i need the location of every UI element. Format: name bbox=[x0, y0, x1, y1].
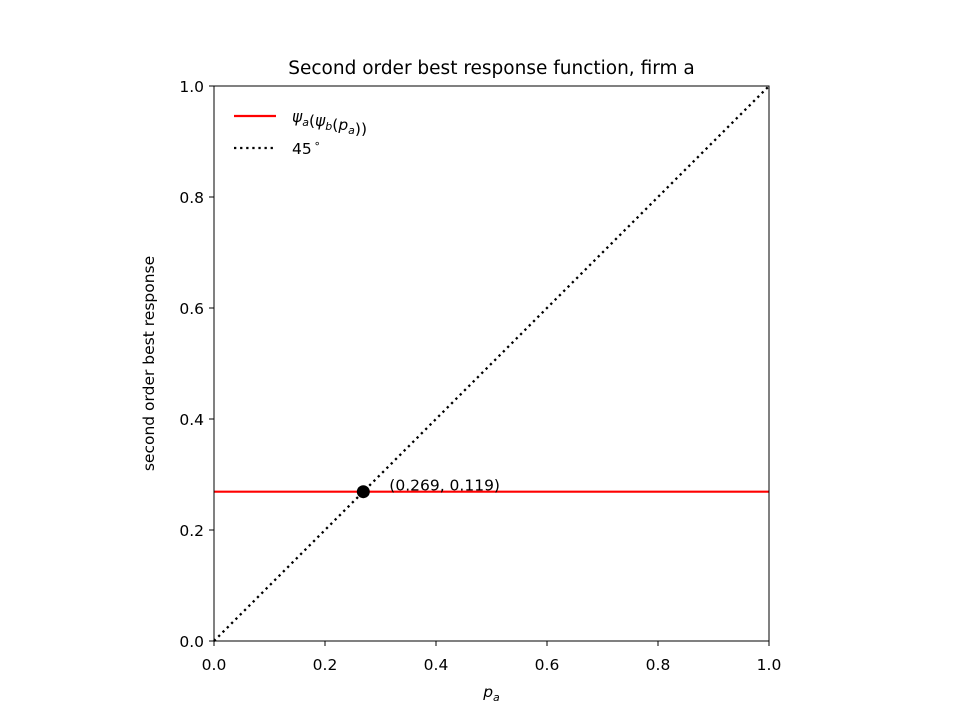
y-tick-label: 0.6 bbox=[179, 300, 204, 318]
point-annotation: (0.269, 0.119) bbox=[389, 477, 500, 495]
y-tick-label: 1.0 bbox=[179, 78, 204, 96]
series-layer bbox=[213, 85, 770, 642]
y-tick-label: 0.0 bbox=[179, 633, 204, 651]
legend-label-45deg: 45 ∘ bbox=[292, 137, 321, 158]
x-tick-label: 0.8 bbox=[646, 656, 671, 674]
x-axis-label-sub: a bbox=[493, 691, 500, 704]
legend: ψa(ψb(pa))45 ∘ bbox=[234, 108, 367, 158]
y-axis-label: second order best response bbox=[140, 256, 158, 471]
x-tick-label: 0.4 bbox=[424, 656, 449, 674]
x-tick-label: 1.0 bbox=[757, 656, 782, 674]
chart-title: Second order best response function, fir… bbox=[288, 58, 695, 79]
axes-frame bbox=[213, 85, 770, 642]
y-tick-label: 0.2 bbox=[179, 522, 204, 540]
x-tick-label: 0.6 bbox=[535, 656, 560, 674]
x-tick-label: 0.0 bbox=[202, 656, 227, 674]
ticks-layer: 0.0 0.2 0.4 0.6 0.8 1.0 0.0 0.2 0.4 0.6 0.8 1.0 bbox=[179, 78, 781, 674]
series-line-45deg bbox=[213, 85, 770, 642]
y-tick-label: 0.4 bbox=[179, 411, 204, 429]
legend-label-best_response: ψa(ψb(pa)) bbox=[292, 108, 367, 138]
y-tick-label: 0.8 bbox=[179, 189, 204, 207]
x-tick-label: 0.2 bbox=[313, 656, 338, 674]
equilibrium-point bbox=[356, 485, 370, 499]
x-axis-label-main: p bbox=[482, 683, 493, 701]
x-axis-label: pa bbox=[482, 683, 500, 704]
